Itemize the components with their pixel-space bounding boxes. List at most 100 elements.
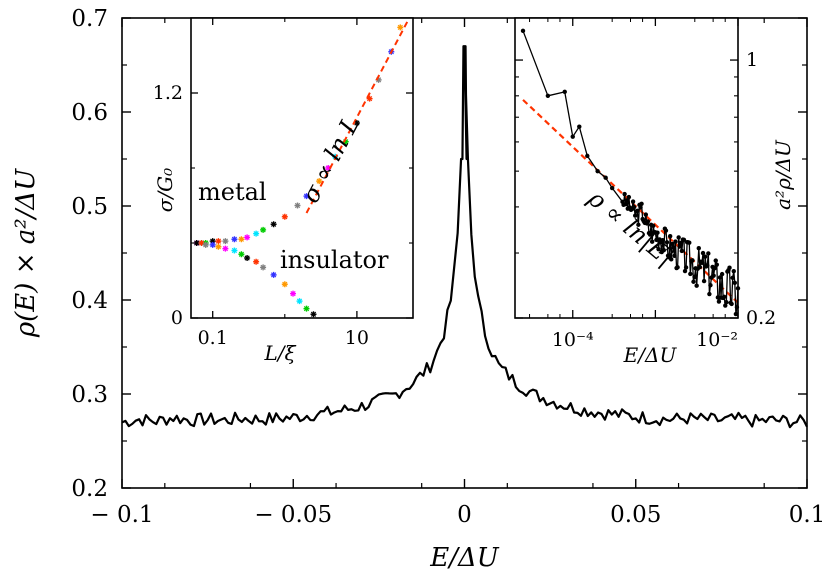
inset-right-ytick-label: 0.2 <box>746 307 776 329</box>
inset-left-annotation-insulator: insulator <box>280 246 389 274</box>
main-ylabel: ρ(E) × a²/ΔU <box>11 168 41 338</box>
inset-left-point <box>244 255 251 261</box>
inset-right-point <box>711 273 716 278</box>
inset-right-point <box>694 283 699 288</box>
inset-right-point <box>638 205 643 210</box>
inset-left-annotation-metal: metal <box>198 178 267 206</box>
inset-right-point <box>688 271 693 277</box>
inset-left-point <box>397 24 404 31</box>
marker-stroke <box>294 202 301 209</box>
inset-left-point <box>253 230 260 237</box>
marker-stroke <box>343 139 349 145</box>
inset-right-point <box>667 233 673 239</box>
main-ytick-label: 0.2 <box>71 476 108 502</box>
marker-stroke <box>231 247 238 254</box>
marker-stroke <box>375 77 382 83</box>
inset-left-point <box>238 251 245 258</box>
marker-stroke <box>203 242 209 248</box>
inset-left-point <box>231 236 238 243</box>
marker-stroke <box>397 24 403 31</box>
inset-right-ylabel: a²ρ/ΔU <box>771 139 795 210</box>
inset-right-point <box>609 185 615 191</box>
inset-right-point <box>719 271 725 277</box>
inset-right-point <box>727 265 732 270</box>
inset-right-xtick-label: 10⁻² <box>696 329 738 351</box>
inset-right-point <box>702 254 708 259</box>
inset-right-point <box>731 268 736 274</box>
inset-right-point <box>670 241 675 247</box>
inset-right-point <box>696 245 701 251</box>
inset-right-point <box>595 168 600 174</box>
inset-left-point <box>281 213 288 220</box>
marker-stroke <box>271 272 277 278</box>
inset-right-point <box>701 278 707 284</box>
inset-left-ytick-label: 1.2 <box>153 82 183 104</box>
main-ytick-label: 0.3 <box>71 382 108 408</box>
inset-left-point <box>222 245 229 252</box>
main-xtick-label: 0.05 <box>610 502 661 528</box>
inset-right-ytick-label: 1 <box>746 49 758 71</box>
main-ytick-label: 0.7 <box>71 6 108 32</box>
main-xtick-label: − 0.05 <box>254 502 332 528</box>
marker-stroke <box>222 246 229 252</box>
inset-right-point <box>647 232 653 237</box>
inset-right-point <box>687 240 692 245</box>
inset-right-point <box>712 265 717 271</box>
inset-right-point <box>603 175 608 180</box>
marker-stroke <box>244 255 250 261</box>
inset-right-point <box>626 194 632 200</box>
marker-stroke <box>303 193 310 199</box>
inset-right-point <box>661 247 667 253</box>
inset-right-point <box>681 237 687 243</box>
inset-left-point <box>209 241 216 248</box>
main-plot: 0.2 0.3 0.4 0.5 0.6 0.7 − 0.1 − 0.05 0 0.05 0.1 E/Δ… <box>11 6 825 573</box>
marker-stroke <box>303 306 310 312</box>
inset-right-point <box>622 191 627 197</box>
inset-left-point <box>281 281 288 288</box>
inset-right-point <box>671 245 676 250</box>
inset-left-point <box>215 238 222 245</box>
inset-left-point <box>270 221 277 228</box>
inset-left-point <box>303 193 310 200</box>
inset-right-point <box>631 204 637 210</box>
inset-right-point <box>672 253 677 258</box>
inset-right-point <box>635 208 640 213</box>
inset-left-point <box>215 243 222 250</box>
inset-left-point <box>202 241 209 248</box>
inset-left-ytick-label: 0 <box>171 307 183 329</box>
inset-left-xtick-label: 10 <box>345 327 369 349</box>
inset-left-point <box>310 311 317 318</box>
inset-left-point <box>260 226 267 233</box>
inset-right-point <box>729 301 734 307</box>
main-xtick-label: − 0.1 <box>90 502 153 528</box>
inset-left-point <box>238 236 245 243</box>
inset-right-point <box>716 299 722 304</box>
inset-left-ylabel: σ/G₀ <box>153 168 177 212</box>
main-xlabel: E/ΔU <box>429 543 500 573</box>
marker-stroke <box>198 240 205 246</box>
inset-left-fit-line <box>305 21 409 214</box>
inset-right-point <box>676 235 681 240</box>
marker-stroke <box>316 178 322 184</box>
main-ytick-label: 0.5 <box>71 194 108 220</box>
inset-right-point <box>643 212 649 217</box>
inset-right-point <box>645 219 651 224</box>
marker-stroke <box>253 259 259 265</box>
inset-right-xtick-label: 10⁻⁴ <box>552 329 594 351</box>
inset-right-point <box>678 240 683 246</box>
marker-stroke <box>231 236 238 242</box>
inset-right-point <box>545 93 551 99</box>
inset-right-point <box>623 201 628 207</box>
inset-right-point <box>714 262 720 267</box>
inset-right-point <box>624 198 629 203</box>
inset-left-bg <box>191 18 413 318</box>
main-xtick-label: 0.1 <box>789 502 826 528</box>
inset-right-point <box>679 248 685 254</box>
inset-right-point <box>656 246 661 252</box>
inset-right-point <box>700 250 706 256</box>
inset-right-point <box>655 230 660 235</box>
inset-right-point <box>663 228 669 233</box>
marker-stroke <box>354 120 360 126</box>
